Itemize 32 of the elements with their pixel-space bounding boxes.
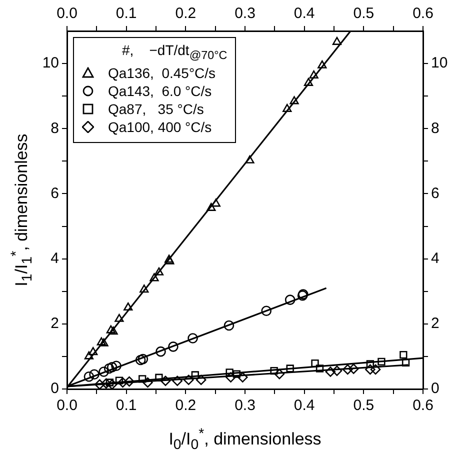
y-tick-label: 4: [50, 250, 59, 267]
x2-tick-label: 0.6: [412, 5, 434, 22]
x-tick-label: 0.0: [56, 397, 78, 414]
legend-label: Qa87, 35 °C/s: [108, 100, 204, 117]
x-tick-label: 0.6: [412, 397, 434, 414]
x2-tick-label: 0.4: [294, 5, 315, 22]
x2-tick-label: 0.5: [353, 5, 374, 22]
x-axis-title: I$_{0}$/I$_{0}$$^{*}$, dimensionless: [168, 426, 322, 454]
x2-tick-label: 0.0: [56, 5, 78, 22]
x-tick-label: 0.4: [294, 397, 315, 414]
x2-tick-label: 0.1: [116, 5, 137, 22]
legend-label: Qa143, 6.0 °C/s: [108, 82, 212, 99]
y-tick-label: 8: [50, 120, 59, 137]
y2-tick-label: 4: [431, 250, 440, 267]
y2-tick-label: 8: [431, 120, 440, 137]
legend-label: Qa136, 0.45°C/s: [108, 64, 216, 81]
x2-tick-label: 0.3: [234, 5, 256, 22]
y2-tick-label: 10: [431, 54, 448, 72]
x-tick-label: 0.3: [234, 397, 256, 414]
y-tick-label: 0: [50, 380, 59, 398]
x-tick-label: 0.2: [175, 397, 196, 414]
y-tick-label: 6: [50, 184, 59, 202]
x-tick-label: 0.1: [116, 397, 137, 414]
y-tick-label: 10: [42, 54, 59, 72]
y2-tick-label: 6: [431, 184, 440, 202]
x-tick-label: 0.5: [353, 397, 374, 414]
y2-tick-label: 0: [431, 380, 440, 398]
y2-tick-label: 2: [431, 315, 440, 332]
legend-title: #, −dT/dt$_{@70°C}$: [121, 42, 228, 62]
x2-tick-label: 0.2: [175, 5, 196, 22]
y-tick-label: 2: [50, 315, 59, 332]
legend-label: Qa100, 400 °C/s: [108, 118, 212, 135]
